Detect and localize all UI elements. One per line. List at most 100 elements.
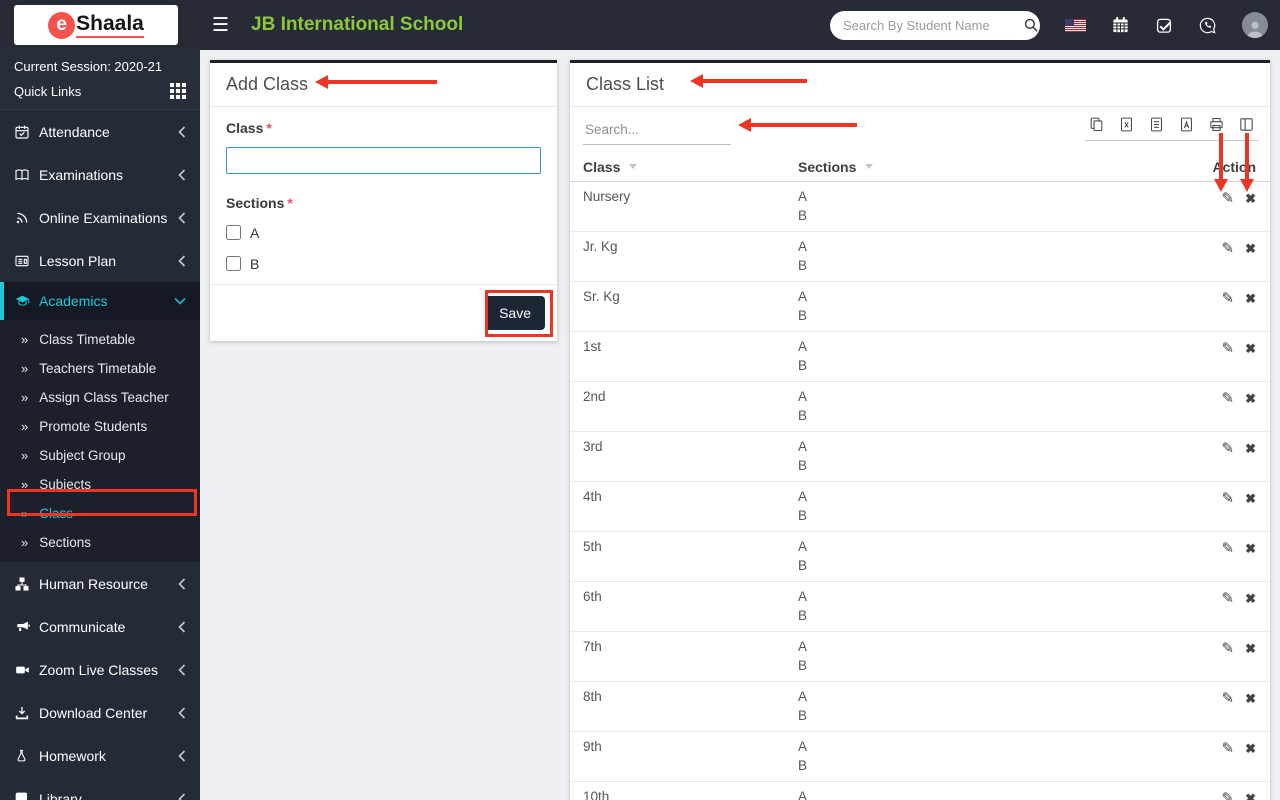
edit-icon[interactable]: ✎ (1221, 590, 1235, 607)
action-cell: ✎ ✖ (1194, 738, 1256, 775)
annotation-rect-class-menu (7, 489, 197, 516)
hamburger-icon[interactable]: ☰ (212, 14, 230, 36)
task-check-icon[interactable] (1155, 16, 1173, 34)
edit-icon[interactable]: ✎ (1221, 440, 1235, 457)
chevron-left-icon (178, 792, 186, 800)
edit-icon[interactable]: ✎ (1221, 390, 1235, 407)
sidebar-item-library[interactable]: Library (0, 777, 200, 800)
edit-icon[interactable]: ✎ (1221, 640, 1235, 657)
section-a-checkbox[interactable] (226, 225, 241, 240)
delete-icon[interactable]: ✖ (1245, 491, 1256, 506)
edit-icon[interactable]: ✎ (1221, 190, 1235, 207)
pdf-icon[interactable] (1178, 116, 1195, 133)
submenu-item-subject-group[interactable]: » Subject Group (21, 448, 126, 463)
academics-submenu: » Class Timetable » Teachers Timetable » As… (0, 320, 200, 562)
double-chevron-icon: » (21, 535, 29, 550)
chevron-left-icon (178, 663, 186, 676)
column-header-class[interactable]: Class (583, 159, 798, 175)
delete-icon[interactable]: ✖ (1245, 441, 1256, 456)
avatar[interactable] (1242, 12, 1268, 38)
action-cell: ✎ ✖ (1194, 538, 1256, 575)
grid-icon[interactable] (170, 83, 186, 99)
sections-cell: A B (798, 289, 808, 323)
delete-icon[interactable]: ✖ (1245, 741, 1256, 756)
sidebar-item-homework[interactable]: Homework (0, 734, 200, 777)
edit-icon[interactable]: ✎ (1221, 340, 1235, 357)
submenu-item-assign-class-teacher[interactable]: » Assign Class Teacher (21, 390, 169, 405)
delete-icon[interactable]: ✖ (1245, 241, 1256, 256)
sidebar-item-zoom-live-classes[interactable]: Zoom Live Classes (0, 648, 200, 691)
submenu-item-teachers-timetable[interactable]: » Teachers Timetable (21, 361, 157, 376)
table-row: 1st A B ✎ ✖ (570, 332, 1270, 382)
whatsapp-icon[interactable] (1198, 16, 1217, 35)
us-flag-icon[interactable] (1065, 18, 1086, 32)
search-icon[interactable] (1023, 17, 1039, 33)
sections-cell: A B (798, 739, 808, 773)
section-b-checkbox[interactable] (226, 256, 241, 271)
chevron-left-icon (178, 749, 186, 762)
class-cell: 4th (583, 489, 602, 504)
submenu-item-subjects[interactable]: » Subjects (21, 477, 92, 492)
sort-caret-icon (629, 164, 638, 169)
sidebar-item-human-resource[interactable]: Human Resource (0, 562, 200, 605)
sidebar-item-download-center[interactable]: Download Center (0, 691, 200, 734)
sidebar-item-online-examinations[interactable]: Online Examinations (0, 196, 200, 239)
file-lines-icon[interactable] (1148, 116, 1165, 133)
current-session: Current Session: 2020-21 (14, 59, 163, 74)
calendar-icon[interactable] (1111, 15, 1130, 35)
chevron-left-icon (178, 211, 186, 224)
delete-icon[interactable]: ✖ (1245, 691, 1256, 706)
copy-icon[interactable] (1088, 116, 1105, 133)
sidebar-item-examinations[interactable]: Examinations (0, 153, 200, 196)
class-cell: 8th (583, 689, 602, 704)
delete-icon[interactable]: ✖ (1245, 541, 1256, 556)
eshaala-logo[interactable]: e Shaala (14, 5, 178, 45)
student-search-input[interactable] (830, 17, 1023, 33)
table-row: 10th A B ✎✖ (570, 782, 1270, 800)
sidebar-item-communicate[interactable]: Communicate (0, 605, 200, 648)
submenu-item-promote-students[interactable]: » Promote Students (21, 419, 148, 434)
chevron-left-icon (178, 254, 186, 267)
chevron-left-icon (178, 577, 186, 590)
action-cell: ✎ ✖ (1194, 438, 1256, 475)
sidebar-item-academics[interactable]: Academics (0, 282, 200, 320)
action-cell: ✎ ✖ (1194, 788, 1256, 800)
delete-icon[interactable]: ✖ (1245, 391, 1256, 406)
delete-icon[interactable]: ✖ (1245, 291, 1256, 306)
print-icon[interactable] (1208, 116, 1225, 133)
edit-icon[interactable]: ✎ (1221, 290, 1235, 307)
student-search (830, 10, 1040, 40)
action-cell: ✎ ✖ (1194, 188, 1256, 225)
sections-cell: A B (798, 789, 808, 800)
class-cell: Sr. Kg (583, 289, 620, 304)
class-name-input[interactable] (226, 147, 541, 174)
sidebar-item-attendance[interactable]: Attendance (0, 110, 200, 153)
edit-icon[interactable]: ✎ (1221, 790, 1235, 800)
edit-icon[interactable]: ✎ (1221, 690, 1235, 707)
edit-icon[interactable]: ✎ (1221, 740, 1235, 757)
chevron-left-icon (178, 706, 186, 719)
delete-icon[interactable]: ✖ (1245, 791, 1256, 800)
submenu-item-sections[interactable]: » Sections (21, 535, 92, 550)
edit-icon[interactable]: ✎ (1221, 490, 1235, 507)
delete-icon[interactable]: ✖ (1245, 341, 1256, 356)
logo-e-icon: e (48, 11, 76, 39)
submenu-item-class-timetable[interactable]: » Class Timetable (21, 332, 136, 347)
delete-icon[interactable]: ✖ (1245, 191, 1256, 206)
delete-icon[interactable]: ✖ (1245, 641, 1256, 656)
save-button[interactable]: Save (485, 296, 545, 330)
book-open-icon (14, 167, 39, 183)
action-cell: ✎ ✖ (1194, 688, 1256, 725)
required-mark: * (266, 120, 272, 136)
chevron-left-icon (178, 620, 186, 633)
table-search-input[interactable] (583, 118, 731, 145)
edit-icon[interactable]: ✎ (1221, 540, 1235, 557)
table-row: Jr. Kg A B ✎ ✖ (570, 232, 1270, 282)
column-header-sections[interactable]: Sections (798, 159, 1194, 175)
table-row: 9th A B ✎ ✖ (570, 732, 1270, 782)
delete-icon[interactable]: ✖ (1245, 591, 1256, 606)
columns-icon[interactable] (1238, 116, 1255, 133)
sidebar-item-lesson-plan[interactable]: Lesson Plan (0, 239, 200, 282)
edit-icon[interactable]: ✎ (1221, 240, 1235, 257)
excel-icon[interactable] (1118, 116, 1135, 133)
